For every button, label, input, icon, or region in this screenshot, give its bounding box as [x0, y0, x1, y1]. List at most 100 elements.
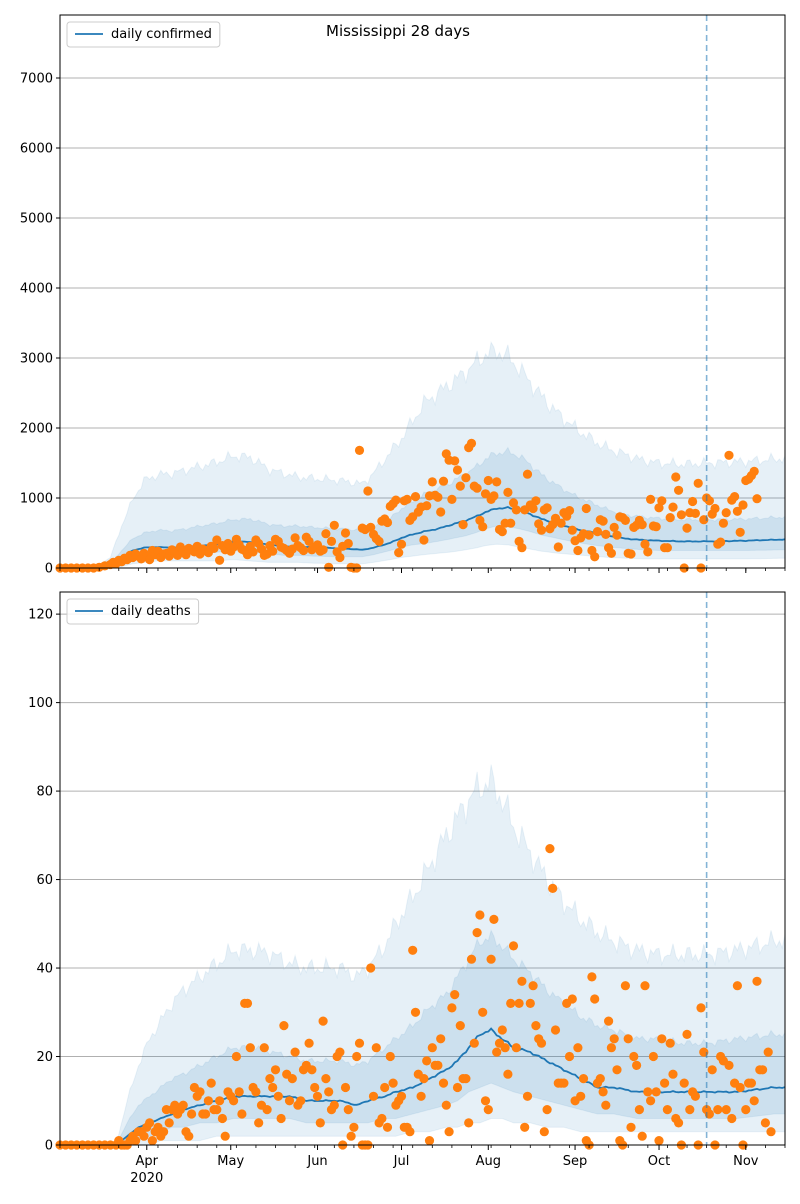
- observed-point: [458, 520, 468, 530]
- observed-point: [573, 545, 583, 556]
- observed-point: [601, 1100, 611, 1110]
- observed-point: [265, 1074, 275, 1084]
- observed-point: [444, 1127, 454, 1137]
- observed-point: [522, 469, 533, 479]
- observed-point: [595, 1074, 605, 1084]
- observed-point: [284, 1096, 295, 1106]
- observed-point: [441, 1100, 451, 1110]
- legend: daily confirmed: [66, 21, 221, 48]
- observed-point: [528, 981, 538, 991]
- y-tick-label: 3000: [20, 352, 53, 367]
- observed-point: [724, 1060, 734, 1070]
- observed-point: [688, 496, 698, 507]
- observed-point: [290, 533, 300, 543]
- y-tick-label: 6000: [20, 142, 53, 157]
- y-tick-label: 80: [36, 785, 53, 800]
- observed-point: [466, 438, 477, 448]
- observed-point: [433, 1060, 443, 1070]
- observed-point: [382, 517, 393, 528]
- observed-point: [626, 1122, 636, 1132]
- observed-point: [259, 1043, 269, 1053]
- observed-point: [609, 522, 619, 533]
- observed-point: [590, 994, 600, 1004]
- observed-point: [724, 450, 734, 460]
- observed-point: [480, 1096, 491, 1106]
- observed-point: [324, 562, 334, 572]
- observed-point: [749, 466, 759, 476]
- observed-point: [436, 507, 446, 517]
- observed-point: [587, 972, 597, 982]
- observed-point: [298, 545, 309, 556]
- observed-point: [469, 1038, 479, 1048]
- observed-point: [606, 1043, 617, 1053]
- observed-point: [262, 1105, 272, 1115]
- observed-point: [517, 543, 527, 553]
- observed-point: [497, 527, 507, 537]
- y-tick-label: 0: [45, 562, 53, 577]
- observed-point: [324, 1087, 334, 1097]
- observed-point: [220, 1131, 230, 1141]
- x-tick-label: Oct: [648, 1154, 670, 1169]
- observed-point: [567, 525, 577, 535]
- observed-point: [718, 518, 729, 528]
- observed-point: [145, 1118, 155, 1128]
- observed-point: [679, 1078, 689, 1088]
- observed-point: [500, 1043, 510, 1053]
- observed-point: [396, 539, 407, 549]
- observed-point: [486, 954, 496, 964]
- observed-point: [564, 506, 575, 516]
- observed-point: [296, 1096, 306, 1106]
- observed-point: [366, 963, 376, 973]
- observed-point: [682, 523, 692, 533]
- observed-point: [511, 1043, 521, 1053]
- observed-point: [382, 1122, 393, 1132]
- uncertainty-band-outer: [60, 340, 785, 568]
- observed-point: [215, 1096, 225, 1106]
- observed-point: [427, 477, 437, 487]
- observed-point: [229, 1096, 239, 1106]
- observed-point: [422, 1056, 432, 1066]
- observed-point: [380, 1082, 390, 1093]
- observed-point: [548, 883, 558, 894]
- observed-point: [578, 1074, 589, 1084]
- observed-point: [732, 981, 743, 991]
- observed-point: [598, 1087, 608, 1097]
- observed-point: [452, 465, 463, 475]
- observed-point: [584, 530, 594, 540]
- observed-point: [287, 1074, 297, 1084]
- observed-point: [752, 976, 762, 986]
- observed-point: [576, 1091, 586, 1101]
- observed-point: [721, 508, 731, 518]
- observed-point: [674, 485, 684, 495]
- observed-point: [195, 1087, 205, 1097]
- observed-point: [632, 1060, 642, 1070]
- axes-frame: [59, 591, 786, 1146]
- observed-point: [217, 1113, 227, 1124]
- uncertainty-band-outer: [60, 764, 785, 1145]
- observed-point: [408, 945, 418, 955]
- y-tick-label: 100: [28, 696, 53, 711]
- y-tick-label: 1000: [20, 492, 53, 507]
- observed-point: [329, 1100, 339, 1110]
- observed-point: [710, 503, 720, 514]
- observed-point: [637, 1131, 647, 1141]
- observed-point: [525, 998, 535, 1009]
- observed-point: [536, 1038, 547, 1048]
- observed-point: [466, 954, 477, 964]
- observed-point: [508, 498, 519, 508]
- observed-point: [508, 941, 519, 951]
- observed-point: [346, 1131, 356, 1141]
- observed-point: [573, 1043, 583, 1053]
- observed-point: [492, 1047, 502, 1057]
- observed-point: [598, 516, 608, 526]
- observed-point: [187, 1109, 197, 1119]
- observed-point: [492, 477, 502, 487]
- observed-point: [727, 1113, 737, 1124]
- y-tick-label: 5000: [20, 212, 53, 227]
- observed-point: [410, 1007, 421, 1017]
- observed-point: [318, 1016, 328, 1026]
- legend-label: daily confirmed: [111, 27, 212, 42]
- chart-title: Mississippi 28 days: [326, 22, 470, 40]
- observed-point: [419, 1074, 429, 1084]
- observed-point: [648, 1051, 659, 1062]
